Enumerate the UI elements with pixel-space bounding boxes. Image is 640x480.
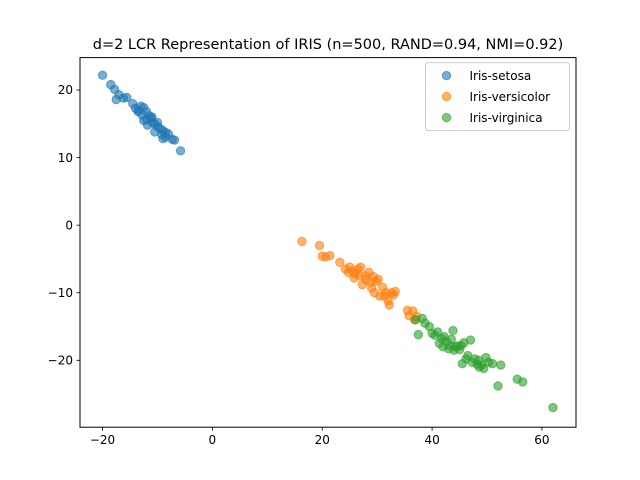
- points-layer: [97, 70, 558, 413]
- legend-marker-1: [441, 91, 452, 102]
- point-series-2-35: [496, 360, 506, 370]
- x-tick-label-0: −20: [90, 433, 115, 447]
- point-series-2-38: [548, 402, 558, 413]
- point-series-1-12: [355, 262, 366, 272]
- point-series-2-7: [432, 327, 443, 337]
- y-tick-label-3: 10: [58, 151, 73, 165]
- point-series-1-27: [384, 300, 394, 310]
- point-series-0-33: [147, 112, 157, 122]
- legend-marker-0: [441, 70, 452, 81]
- point-series-2-41: [474, 355, 484, 366]
- x-tick-label-1: 0: [209, 433, 217, 447]
- x-tick-label-4: 60: [534, 433, 549, 447]
- legend-label-1: Iris-versicolor: [470, 90, 551, 104]
- y-axis: −20 −10 0 10 20: [48, 83, 80, 368]
- x-tick-label-3: 40: [424, 433, 439, 447]
- point-series-1-0: [297, 236, 307, 247]
- plot-area-frame: [79, 57, 577, 428]
- chart-title: d=2 LCR Representation of IRIS (n=500, R…: [93, 37, 564, 53]
- point-series-1-4: [325, 250, 335, 261]
- point-series-2-15: [448, 325, 458, 336]
- point-series-1-38: [375, 291, 385, 301]
- legend-label-0: Iris-setosa: [470, 69, 532, 83]
- y-tick-label-4: 20: [58, 83, 73, 97]
- legend-label-2: Iris-virginica: [470, 111, 543, 125]
- point-series-2-30: [479, 363, 489, 374]
- point-series-0-32: [133, 106, 143, 117]
- point-series-2-40: [449, 345, 459, 355]
- point-series-0-35: [158, 133, 168, 144]
- point-series-1-22: [373, 274, 383, 284]
- point-series-2-24: [465, 335, 476, 345]
- point-series-2-33: [487, 358, 498, 369]
- point-series-0-27: [175, 146, 186, 156]
- point-series-2-37: [518, 377, 528, 387]
- point-series-1-5: [335, 257, 345, 268]
- point-series-1-30: [390, 286, 400, 297]
- x-tick-label-2: 20: [315, 433, 330, 447]
- point-series-2-1: [413, 329, 424, 340]
- point-series-2-34: [493, 381, 503, 391]
- point-series-1-37: [354, 271, 365, 281]
- point-series-0-0: [97, 70, 108, 80]
- x-axis: −20 0 20 40 60: [90, 427, 550, 447]
- legend: Iris-setosa Iris-versicolor Iris-virginica: [425, 62, 570, 132]
- legend-marker-2: [441, 112, 452, 123]
- point-series-0-26: [169, 135, 180, 145]
- point-series-0-31: [139, 115, 149, 126]
- legend-box: [425, 62, 570, 132]
- y-tick-label-2: 0: [65, 218, 73, 232]
- point-series-0-6: [111, 94, 121, 105]
- point-series-1-1: [314, 240, 325, 251]
- y-tick-label-0: −20: [48, 354, 73, 368]
- point-series-0-34: [152, 117, 163, 128]
- point-series-2-39: [438, 342, 448, 352]
- y-tick-label-1: −10: [48, 286, 73, 300]
- point-series-2-14: [446, 334, 457, 345]
- point-series-0-5: [121, 92, 132, 103]
